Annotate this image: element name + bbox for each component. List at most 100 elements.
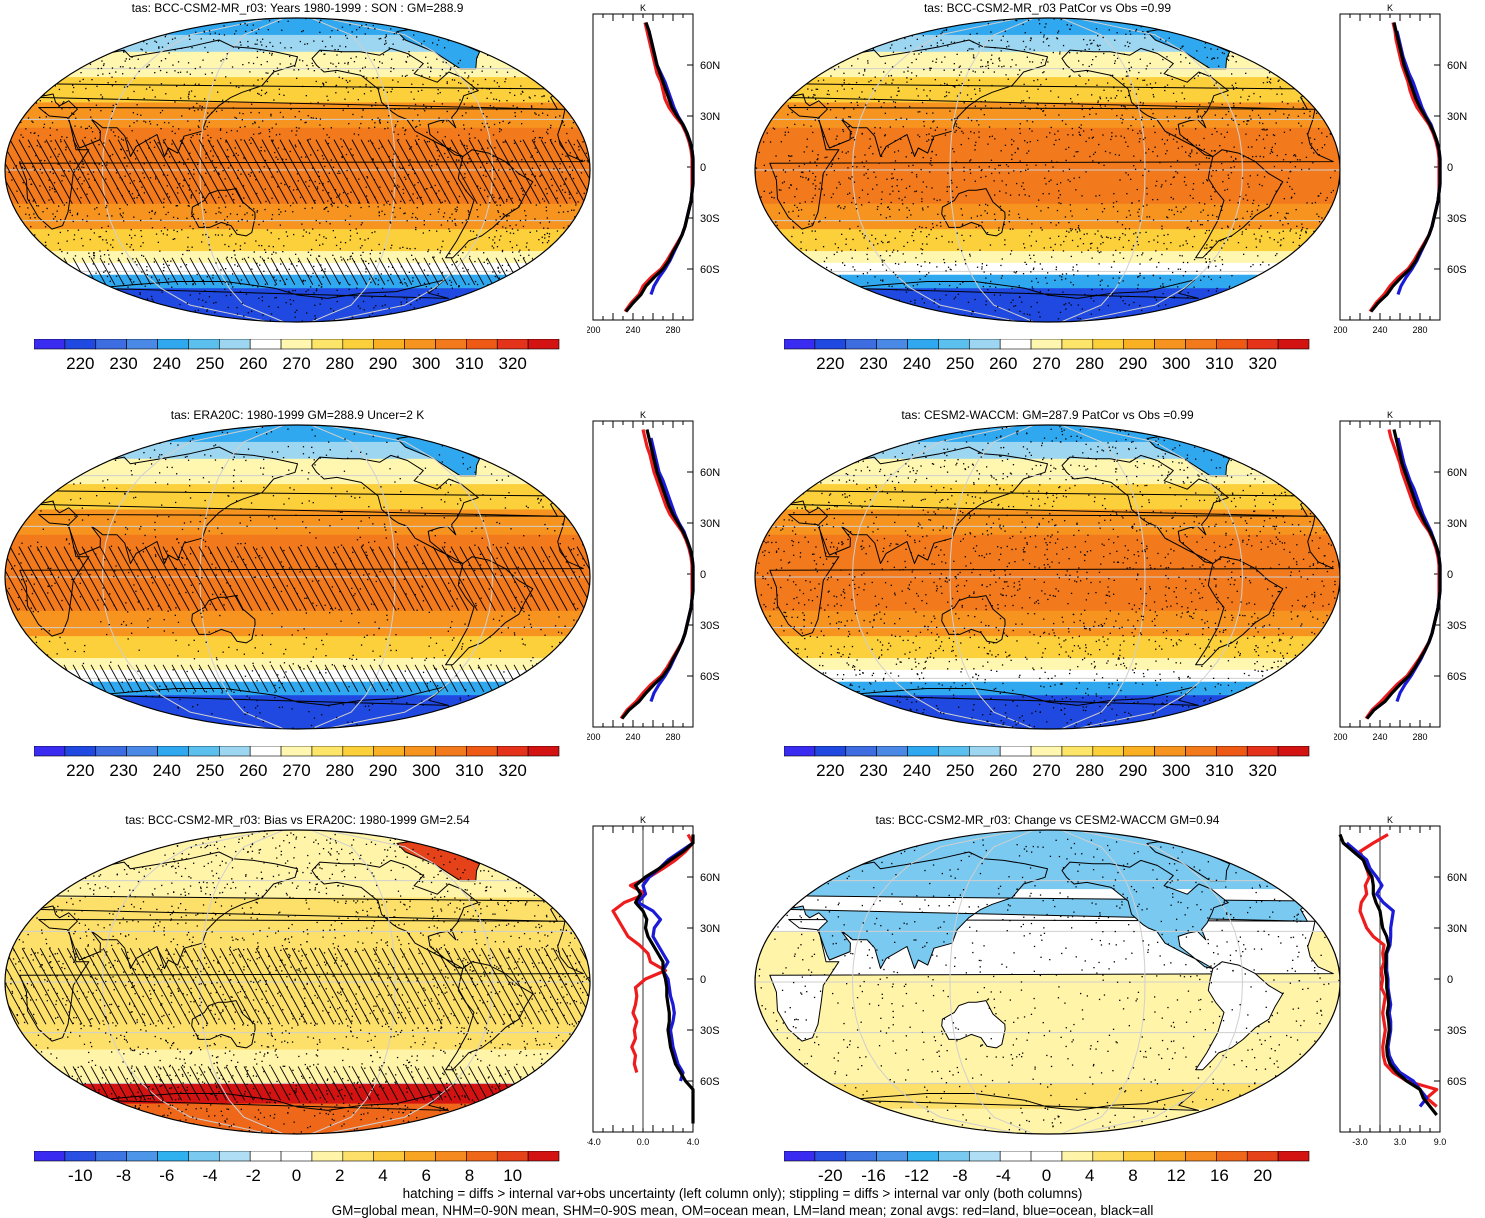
latitude-label: 60S	[700, 1076, 720, 1088]
zonal-series-all	[1369, 22, 1442, 313]
colorbar-tick-label: 240	[903, 761, 931, 780]
zonal-series-all	[1365, 429, 1442, 720]
panel-title: tas: BCC-CSM2-MR_r03: Years 1980-1999 : …	[131, 1, 464, 15]
coastline-samerica	[1195, 149, 1284, 259]
map-frame	[4, 424, 591, 730]
colorbar-cell	[907, 1151, 939, 1162]
latitude-label: 60S	[700, 671, 720, 683]
latitude-label: 60N	[1447, 60, 1467, 72]
zonal-unit-label: K	[640, 411, 646, 420]
colorbar-tick-label: 310	[455, 354, 483, 373]
colorbar-cell	[34, 1151, 66, 1162]
colorbar-cell	[342, 746, 375, 757]
temperature-band	[755, 102, 1340, 129]
colorbar-cell	[435, 339, 467, 350]
colorbar-cell	[1123, 339, 1155, 350]
zonal-series-land	[1358, 833, 1439, 1108]
colorbar-cell	[404, 1151, 436, 1162]
colorbar-cell	[814, 339, 847, 350]
temperature-band	[5, 127, 590, 205]
colorbar-cell	[845, 339, 877, 350]
colorbar-cell	[280, 746, 313, 757]
colorbar-tick-label: 300	[412, 354, 440, 373]
latitude-label: 60S	[1447, 264, 1467, 276]
colorbar-tick-label: 250	[196, 761, 224, 780]
map-frame	[4, 829, 591, 1135]
colorbar-tick-label: 320	[498, 761, 526, 780]
colorbar-tick-label: -6	[159, 1166, 174, 1185]
panel-title: tas: CESM2-WACCM: GM=287.9 PatCor vs Obs…	[901, 408, 1194, 422]
zonal-series-all	[1338, 833, 1438, 1116]
colorbar-cell	[784, 1151, 816, 1162]
zonal-x-tick-label: 280	[1412, 325, 1427, 335]
zonal-x-tick-label: 4.0	[687, 1137, 700, 1147]
colorbar-cell	[157, 339, 189, 350]
colorbar-cell	[249, 746, 282, 757]
temperature-band	[5, 610, 590, 637]
colorbar-tick-label: 260	[239, 761, 267, 780]
colorbar-cell	[126, 339, 158, 350]
colorbar-cell	[373, 1151, 405, 1162]
colorbar-tick-label: 320	[1248, 354, 1276, 373]
coastline-australia	[191, 595, 256, 644]
colorbar-cell	[845, 1151, 877, 1162]
coastline-australia	[941, 188, 1006, 237]
colorbar-cell	[1216, 746, 1248, 757]
zonal-x-tick-label: 200	[587, 325, 601, 335]
temperature-band	[755, 288, 1340, 322]
colorbar-cell	[876, 339, 908, 350]
colorbar-cell	[1030, 746, 1063, 757]
colorbar-cell	[188, 1151, 220, 1162]
colorbar-cell	[64, 746, 97, 757]
colorbar-tick-label: 240	[903, 354, 931, 373]
zonal-unit-label: K	[1387, 411, 1393, 420]
colorbar-tick-label: -4	[996, 1166, 1011, 1185]
latitude-label: 30S	[700, 1025, 720, 1037]
colorbar-tick-label: 230	[859, 761, 887, 780]
global-map	[754, 17, 1341, 323]
coastline-africa	[769, 107, 1334, 230]
colorbar-cell	[466, 339, 498, 350]
latitude-label: 30N	[700, 518, 720, 530]
colorbar-tick-label: 260	[239, 354, 267, 373]
coastline-eurasia	[785, 39, 1309, 157]
colorbar-cell	[404, 339, 436, 350]
temperature-band	[755, 669, 1340, 683]
colorbar-cell	[784, 746, 816, 757]
temperature-band	[5, 262, 590, 276]
colorbar-cell	[938, 1151, 970, 1162]
zonal-frame	[1339, 420, 1441, 728]
coastline-samerica	[445, 149, 534, 259]
colorbar-cell	[218, 746, 251, 757]
colorbar-cell	[907, 746, 939, 757]
colorbar-tick-label: 4	[1085, 1166, 1094, 1185]
colorbar-tick-label: 12	[1167, 1166, 1186, 1185]
colorbar-tick-label: 250	[196, 354, 224, 373]
zonal-unit-label: K	[1387, 816, 1393, 825]
colorbar-cell	[64, 339, 97, 350]
colorbar-tick-label: 290	[1119, 761, 1147, 780]
colorbar-cell	[1216, 1151, 1248, 1162]
zonal-unit-label: K	[640, 4, 646, 13]
colorbar-cell	[1123, 1151, 1155, 1162]
colorbar-cell	[466, 746, 498, 757]
colorbar-tick-label: 310	[1205, 761, 1233, 780]
coastline-africa	[769, 514, 1334, 637]
temperature-band	[5, 1083, 590, 1105]
global-map	[4, 424, 591, 730]
hatching	[5, 139, 590, 286]
zonal-unit-label: K	[1387, 4, 1393, 13]
colorbar-tick-label: 320	[498, 354, 526, 373]
colorbar-cell	[95, 746, 127, 757]
temperature-band	[5, 34, 590, 53]
temperature-band	[755, 636, 1340, 659]
colorbar-tick-label: 290	[369, 761, 397, 780]
colorbar-tick-label: 240	[153, 761, 181, 780]
temperature-band	[5, 695, 590, 729]
colorbar-cell	[157, 746, 189, 757]
colorbar-cell	[1185, 1151, 1217, 1162]
colorbar-cell	[938, 746, 970, 757]
coastline-australia	[191, 1000, 256, 1049]
colorbar-cell	[938, 339, 970, 350]
zonal-x-tick-label: 240	[625, 732, 640, 742]
